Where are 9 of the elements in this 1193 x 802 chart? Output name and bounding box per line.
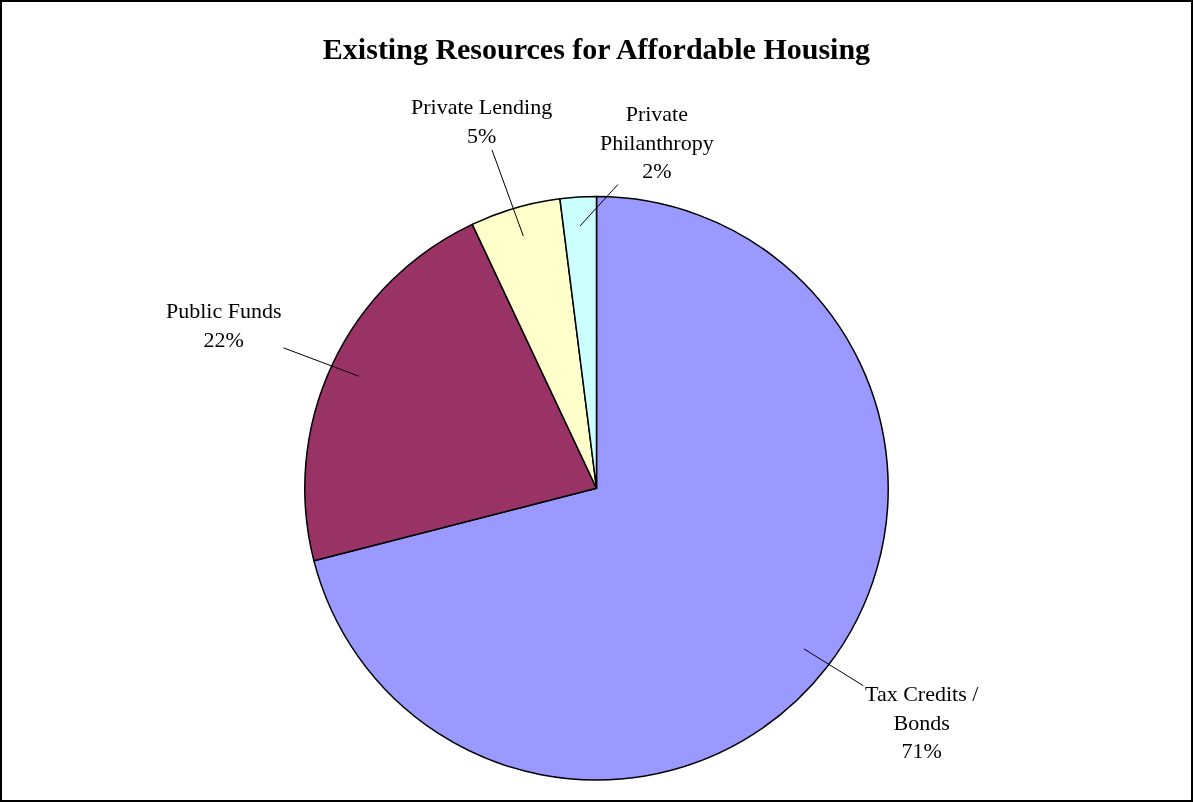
data-label: 2% bbox=[642, 158, 672, 184]
data-label: 5% bbox=[466, 122, 497, 148]
slice-label: Public Funds bbox=[166, 298, 282, 323]
chart-title: Existing Resources for Affordable Housing bbox=[322, 31, 871, 65]
slice-label: Private Philanthropy bbox=[600, 101, 714, 155]
data-label: 22% bbox=[203, 326, 244, 352]
data-label: 71% bbox=[901, 738, 942, 764]
slice-label: Tax Credits / Bonds bbox=[865, 681, 980, 735]
slice-label: Private Lending bbox=[411, 94, 553, 119]
